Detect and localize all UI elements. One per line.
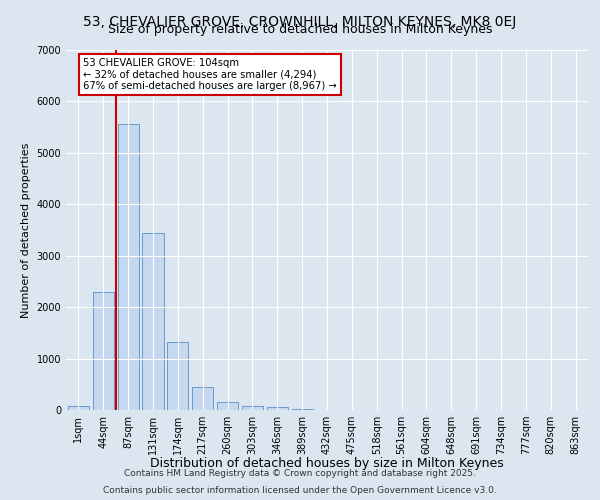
- Text: Contains public sector information licensed under the Open Government Licence v3: Contains public sector information licen…: [103, 486, 497, 495]
- Text: 53 CHEVALIER GROVE: 104sqm
← 32% of detached houses are smaller (4,294)
67% of s: 53 CHEVALIER GROVE: 104sqm ← 32% of deta…: [83, 58, 337, 91]
- Text: Size of property relative to detached houses in Milton Keynes: Size of property relative to detached ho…: [108, 22, 492, 36]
- X-axis label: Distribution of detached houses by size in Milton Keynes: Distribution of detached houses by size …: [150, 457, 504, 470]
- Text: 53, CHEVALIER GROVE, CROWNHILL, MILTON KEYNES, MK8 0EJ: 53, CHEVALIER GROVE, CROWNHILL, MILTON K…: [83, 15, 517, 29]
- Y-axis label: Number of detached properties: Number of detached properties: [21, 142, 31, 318]
- Bar: [93, 292, 114, 410]
- Bar: [217, 402, 238, 410]
- Bar: [242, 406, 263, 410]
- Bar: [292, 409, 313, 410]
- Bar: [267, 408, 288, 410]
- Text: Contains HM Land Registry data © Crown copyright and database right 2025.: Contains HM Land Registry data © Crown c…: [124, 468, 476, 477]
- Bar: [118, 124, 139, 410]
- Bar: [167, 342, 188, 410]
- Bar: [142, 232, 164, 410]
- Bar: [68, 406, 89, 410]
- Bar: [192, 388, 213, 410]
